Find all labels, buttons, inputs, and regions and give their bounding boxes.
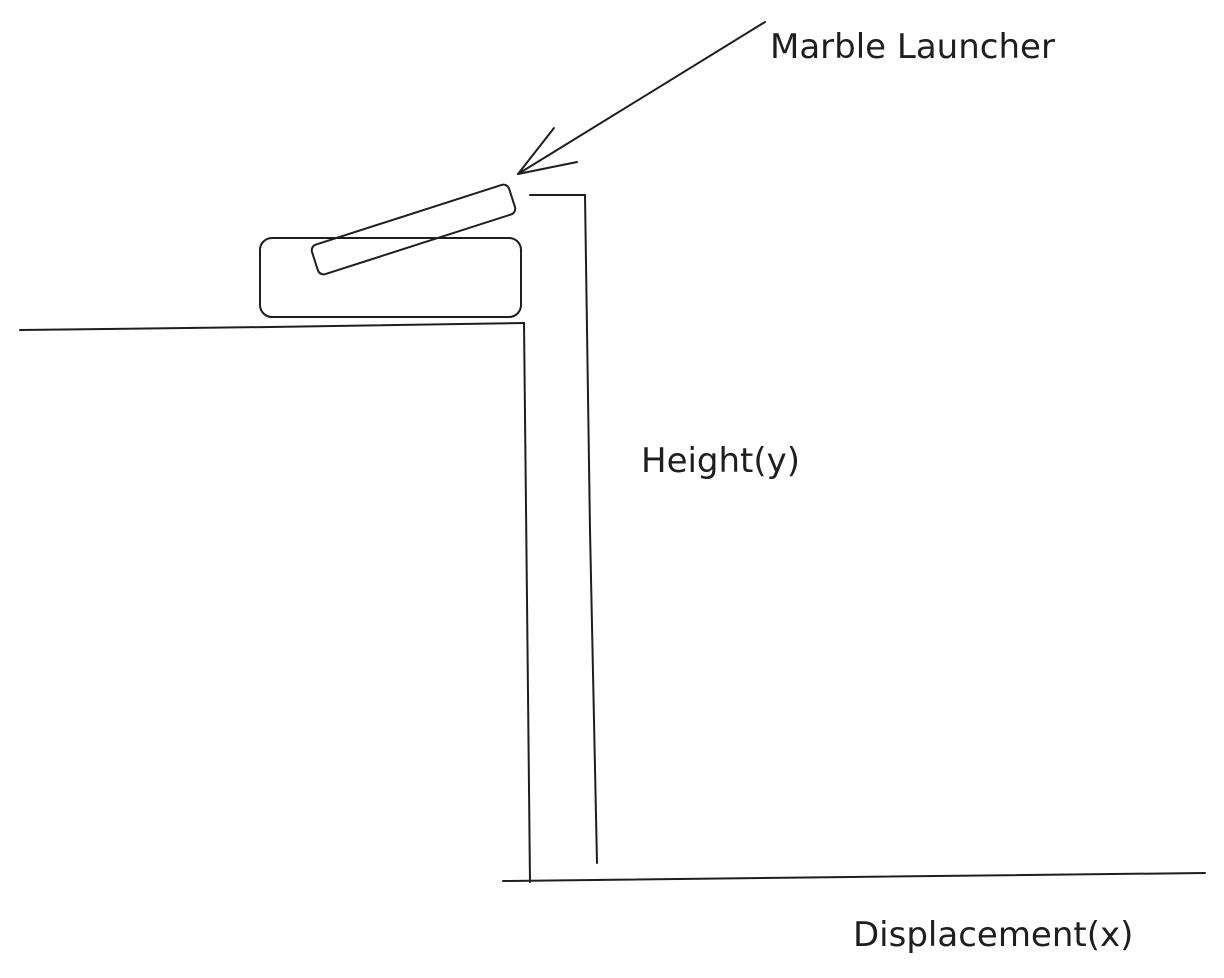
launcher-base (259, 237, 522, 318)
table-top-line (19, 322, 525, 331)
launcher-barrel (310, 183, 517, 276)
ground-line (502, 872, 1206, 882)
launcher-arrow-head (517, 127, 578, 175)
height-measure-line (584, 194, 598, 864)
height-label: Height(y) (641, 441, 800, 481)
displacement-label: Displacement(x) (853, 915, 1133, 955)
cliff-edge-line (523, 322, 531, 883)
launcher-label: Marble Launcher (770, 27, 1055, 67)
launcher-arrow-shaft (517, 21, 766, 175)
